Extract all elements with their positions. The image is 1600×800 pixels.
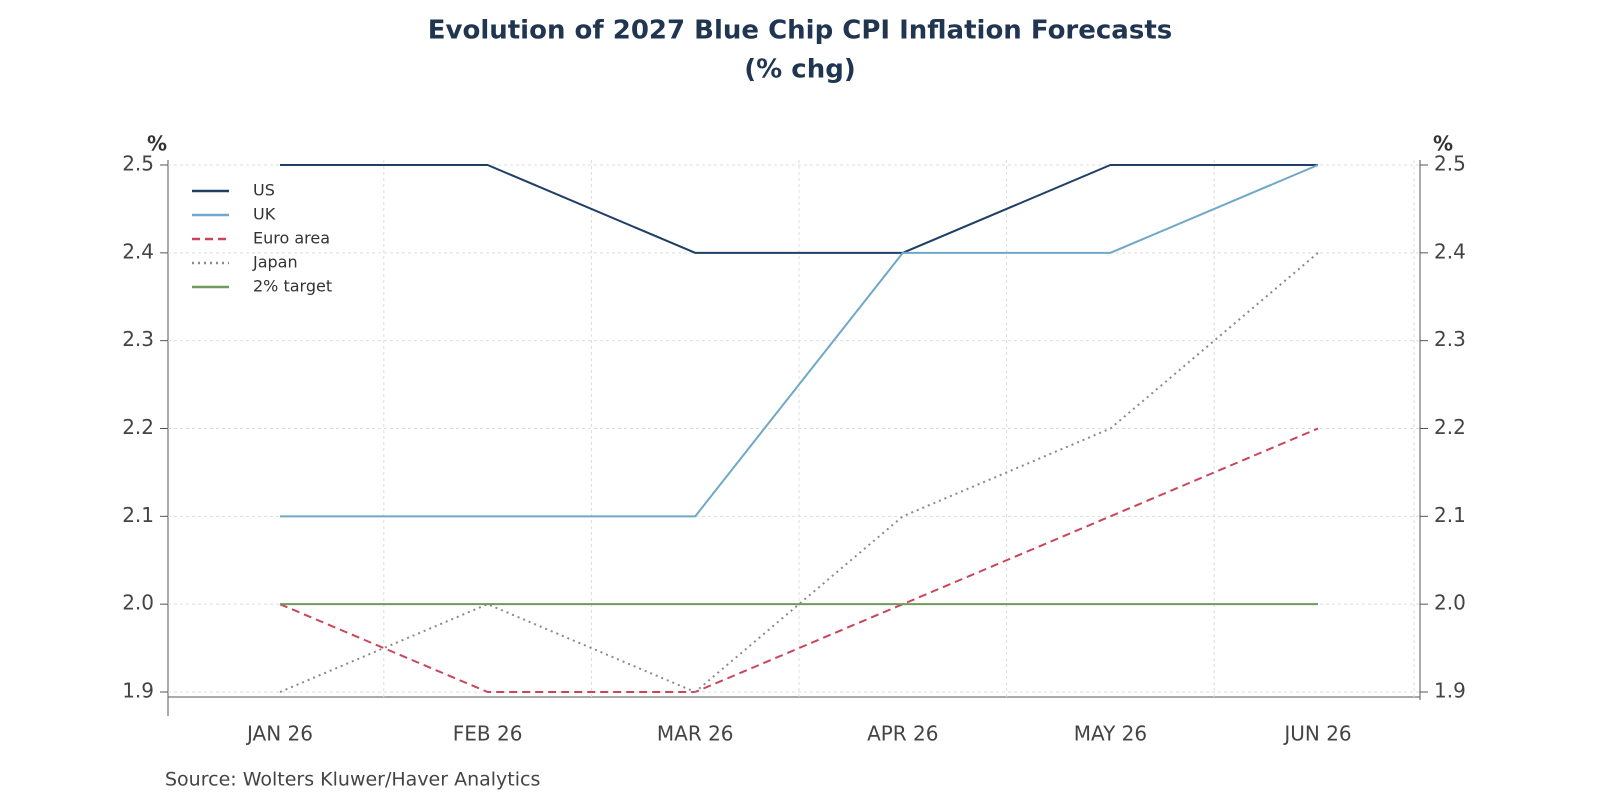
series-line: [280, 164, 1318, 254]
y-axis-label: %: [147, 132, 167, 156]
y-tick-label: 1.9: [122, 679, 154, 703]
x-tick-label: JAN 26: [245, 722, 313, 746]
y2-tick-label: 2.2: [1434, 415, 1466, 439]
chart-title: Evolution of 2027 Blue Chip CPI Inflatio…: [428, 16, 1172, 46]
y2-axis-label: %: [1433, 132, 1453, 156]
y-tick-label: 2.2: [122, 415, 154, 439]
y2-tick-label: 2.0: [1434, 591, 1466, 615]
y-tick-label: 2.5: [122, 152, 154, 176]
legend-label: 2% target: [253, 277, 332, 296]
y2-tick-label: 2.5: [1434, 152, 1466, 176]
legend-label: Japan: [252, 253, 298, 272]
legend-label: UK: [253, 205, 276, 224]
y-tick-label: 2.4: [122, 239, 154, 263]
series-line: [279, 427, 1319, 693]
y2-tick-label: 2.4: [1434, 239, 1466, 263]
series-line: [280, 164, 1319, 518]
x-tick-label: MAR 26: [657, 722, 734, 746]
source-note: Source: Wolters Kluwer/Haver Analytics: [165, 769, 540, 791]
y-tick-label: 2.1: [122, 503, 154, 527]
legend-label: Euro area: [253, 229, 330, 248]
x-tick-label: FEB 26: [453, 722, 523, 746]
series-line: [279, 252, 1319, 694]
chart-subtitle: (% chg): [744, 55, 855, 85]
x-tick-label: JUN 26: [1282, 722, 1351, 746]
x-tick-label: MAY 26: [1074, 722, 1147, 746]
x-tick-label: APR 26: [867, 722, 938, 746]
y-tick-label: 2.0: [122, 591, 154, 615]
y2-tick-label: 2.1: [1434, 503, 1466, 527]
y2-tick-label: 2.3: [1434, 327, 1466, 351]
y2-tick-label: 1.9: [1434, 679, 1466, 703]
y-tick-label: 2.3: [122, 327, 154, 351]
legend-label: US: [253, 181, 275, 200]
